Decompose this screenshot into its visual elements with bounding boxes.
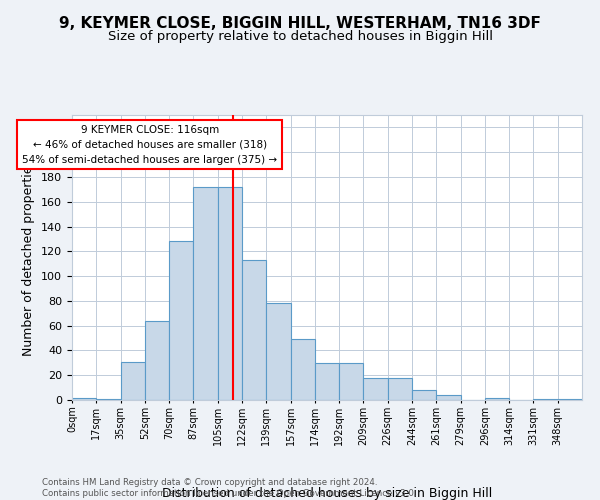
Bar (339, 363, 364, 400)
Bar (364, 378, 388, 400)
Bar (388, 378, 412, 400)
Bar (72, 398, 96, 400)
Bar (485, 398, 509, 400)
Bar (412, 390, 436, 400)
Bar (145, 320, 169, 400)
Text: Contains HM Land Registry data © Crown copyright and database right 2024.
Contai: Contains HM Land Registry data © Crown c… (42, 478, 416, 498)
Text: 9 KEYMER CLOSE: 116sqm
← 46% of detached houses are smaller (318)
54% of semi-de: 9 KEYMER CLOSE: 116sqm ← 46% of detached… (22, 125, 277, 164)
Text: 9, KEYMER CLOSE, BIGGIN HILL, WESTERHAM, TN16 3DF: 9, KEYMER CLOSE, BIGGIN HILL, WESTERHAM,… (59, 16, 541, 31)
X-axis label: Distribution of detached houses by size in Biggin Hill: Distribution of detached houses by size … (162, 486, 492, 500)
Bar (169, 242, 193, 400)
Bar (121, 362, 145, 400)
Bar (533, 399, 558, 400)
Bar (266, 304, 290, 400)
Bar (96, 399, 121, 400)
Bar (218, 187, 242, 400)
Bar (315, 363, 339, 400)
Bar (242, 260, 266, 400)
Bar (436, 395, 461, 400)
Text: Size of property relative to detached houses in Biggin Hill: Size of property relative to detached ho… (107, 30, 493, 43)
Bar (193, 187, 218, 400)
Bar (558, 399, 582, 400)
Y-axis label: Number of detached properties: Number of detached properties (22, 159, 35, 356)
Bar (290, 340, 315, 400)
